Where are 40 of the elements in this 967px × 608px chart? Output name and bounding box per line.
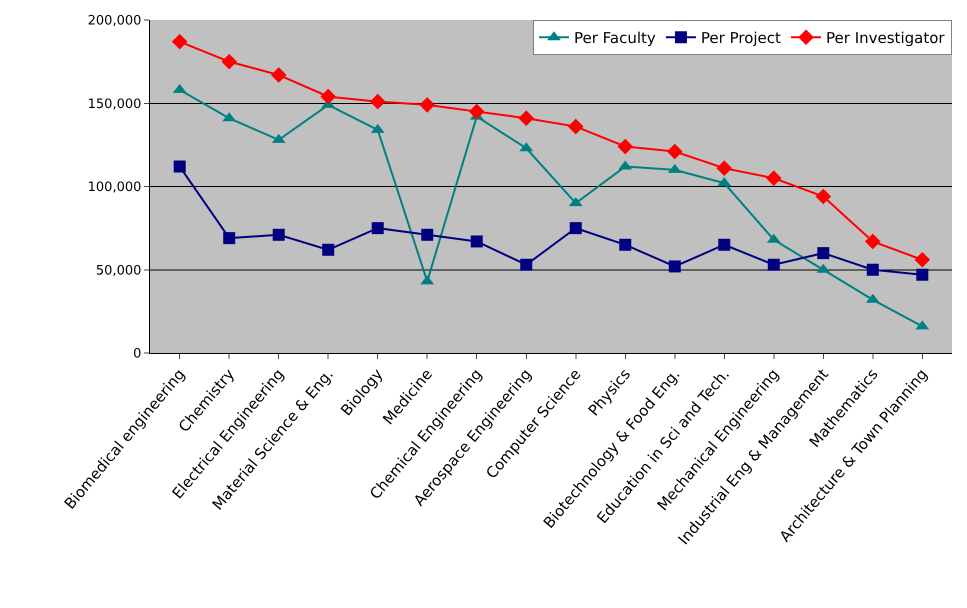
point xyxy=(221,54,238,70)
point xyxy=(520,258,532,271)
point xyxy=(419,97,436,113)
point xyxy=(370,94,386,110)
point xyxy=(270,67,287,83)
point xyxy=(866,264,879,276)
point xyxy=(421,228,434,241)
y-tick-label: 100,000 xyxy=(88,180,142,196)
point xyxy=(570,222,582,234)
y-tick-label: 200,000 xyxy=(88,14,142,29)
point xyxy=(914,252,930,268)
point xyxy=(718,238,730,251)
point xyxy=(617,138,634,154)
point xyxy=(619,238,632,251)
legend-label: Per Faculty xyxy=(574,29,656,48)
point xyxy=(815,188,832,204)
point xyxy=(668,260,681,272)
point xyxy=(272,228,285,241)
point xyxy=(172,34,188,50)
point xyxy=(716,160,732,176)
point xyxy=(768,258,780,271)
point xyxy=(916,268,928,281)
point xyxy=(568,118,584,134)
point xyxy=(864,234,881,250)
point xyxy=(372,222,384,234)
point xyxy=(468,104,485,120)
legend-label: Per Project xyxy=(700,29,782,48)
point xyxy=(470,235,483,248)
point xyxy=(766,170,782,186)
y-tick-label: 0 xyxy=(133,346,142,362)
y-tick-label: 50,000 xyxy=(96,263,142,278)
point xyxy=(666,144,683,160)
point xyxy=(518,110,534,126)
point xyxy=(320,88,336,104)
point xyxy=(174,160,186,173)
point xyxy=(322,244,334,256)
point xyxy=(223,232,236,244)
y-tick-label: 150,000 xyxy=(88,96,142,112)
point xyxy=(817,247,830,260)
legend-label: Per Investigator xyxy=(826,29,946,48)
